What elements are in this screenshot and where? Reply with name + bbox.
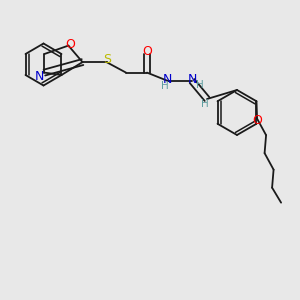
Text: H: H xyxy=(201,99,208,110)
Text: S: S xyxy=(103,53,111,66)
Text: N: N xyxy=(162,73,172,86)
Text: O: O xyxy=(143,45,152,58)
Text: N: N xyxy=(188,73,198,86)
Text: N: N xyxy=(35,70,45,83)
Text: H: H xyxy=(160,81,168,91)
Text: O: O xyxy=(65,38,75,51)
Text: O: O xyxy=(252,114,262,127)
Text: H: H xyxy=(196,80,203,90)
